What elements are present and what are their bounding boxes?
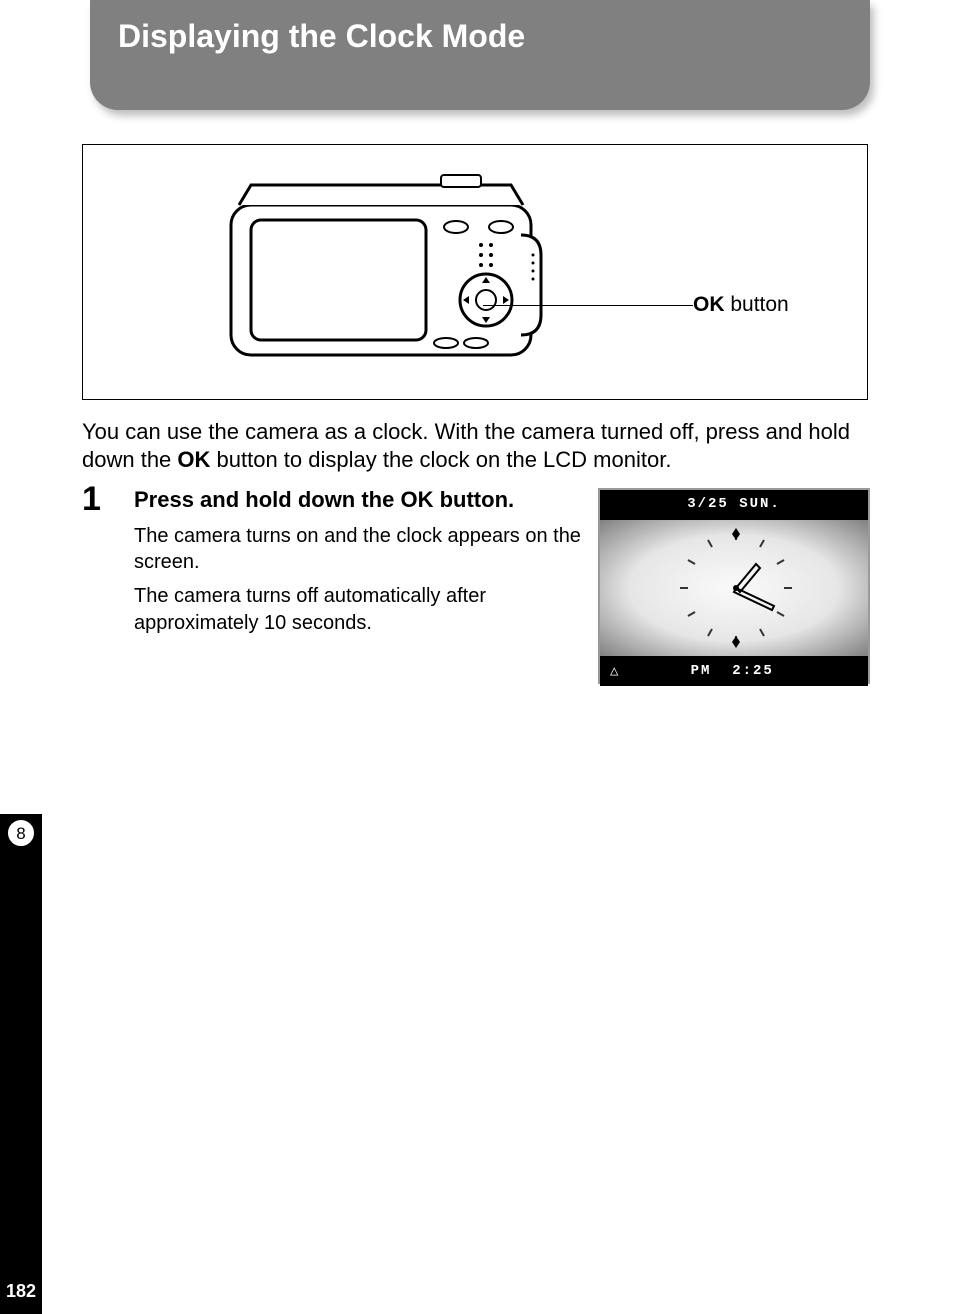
intro-text-1: You can use the camera as a clock. With … (82, 419, 766, 444)
clock-screenshot: 3/25 SUN. (598, 488, 870, 684)
section-tab-label: Settings (8, 860, 31, 939)
clock-face-svg (600, 520, 872, 656)
callout-leader-line (483, 305, 693, 306)
intro-text-3: button to display the clock on the LCD m… (210, 447, 671, 472)
intro-ok: OK (177, 447, 210, 472)
clock-time-bar: △ PM 2:25 (600, 656, 868, 686)
clock-face (600, 520, 868, 656)
step-title: Press and hold down the OK button. (134, 486, 584, 515)
step-title-a: Press and hold down the (134, 487, 400, 512)
step-title-b: button. (433, 487, 514, 512)
clock-day: SUN. (739, 496, 781, 512)
page-number: 182 (6, 1281, 36, 1302)
callout-ok-rest: button (725, 293, 789, 316)
intro-paragraph: You can use the camera as a clock. With … (82, 418, 872, 474)
clock-date: 3/25 (687, 496, 729, 512)
section-title: Displaying the Clock Mode (118, 18, 870, 55)
manual-page: Displaying the Clock Mode (0, 0, 954, 1314)
clock-date-bar: 3/25 SUN. (600, 490, 868, 520)
step-title-ok: OK (400, 487, 433, 512)
clock-time: 2:25 (732, 663, 774, 679)
callout-ok-bold: OK (693, 293, 725, 316)
clock-ampm: PM (691, 663, 712, 679)
step-desc-2: The camera turns off automatically after… (134, 583, 584, 636)
camera-figure-box: OK button (82, 144, 868, 400)
chapter-badge: 8 (6, 818, 36, 848)
step-body: Press and hold down the OK button. The c… (134, 486, 584, 636)
section-header: Displaying the Clock Mode (90, 0, 870, 110)
step-number: 1 (82, 480, 101, 519)
alarm-icon: △ (610, 663, 620, 680)
callout-ok-button: OK button (693, 293, 789, 317)
camera-illustration (221, 165, 561, 385)
step-desc-1: The camera turns on and the clock appear… (134, 523, 584, 576)
